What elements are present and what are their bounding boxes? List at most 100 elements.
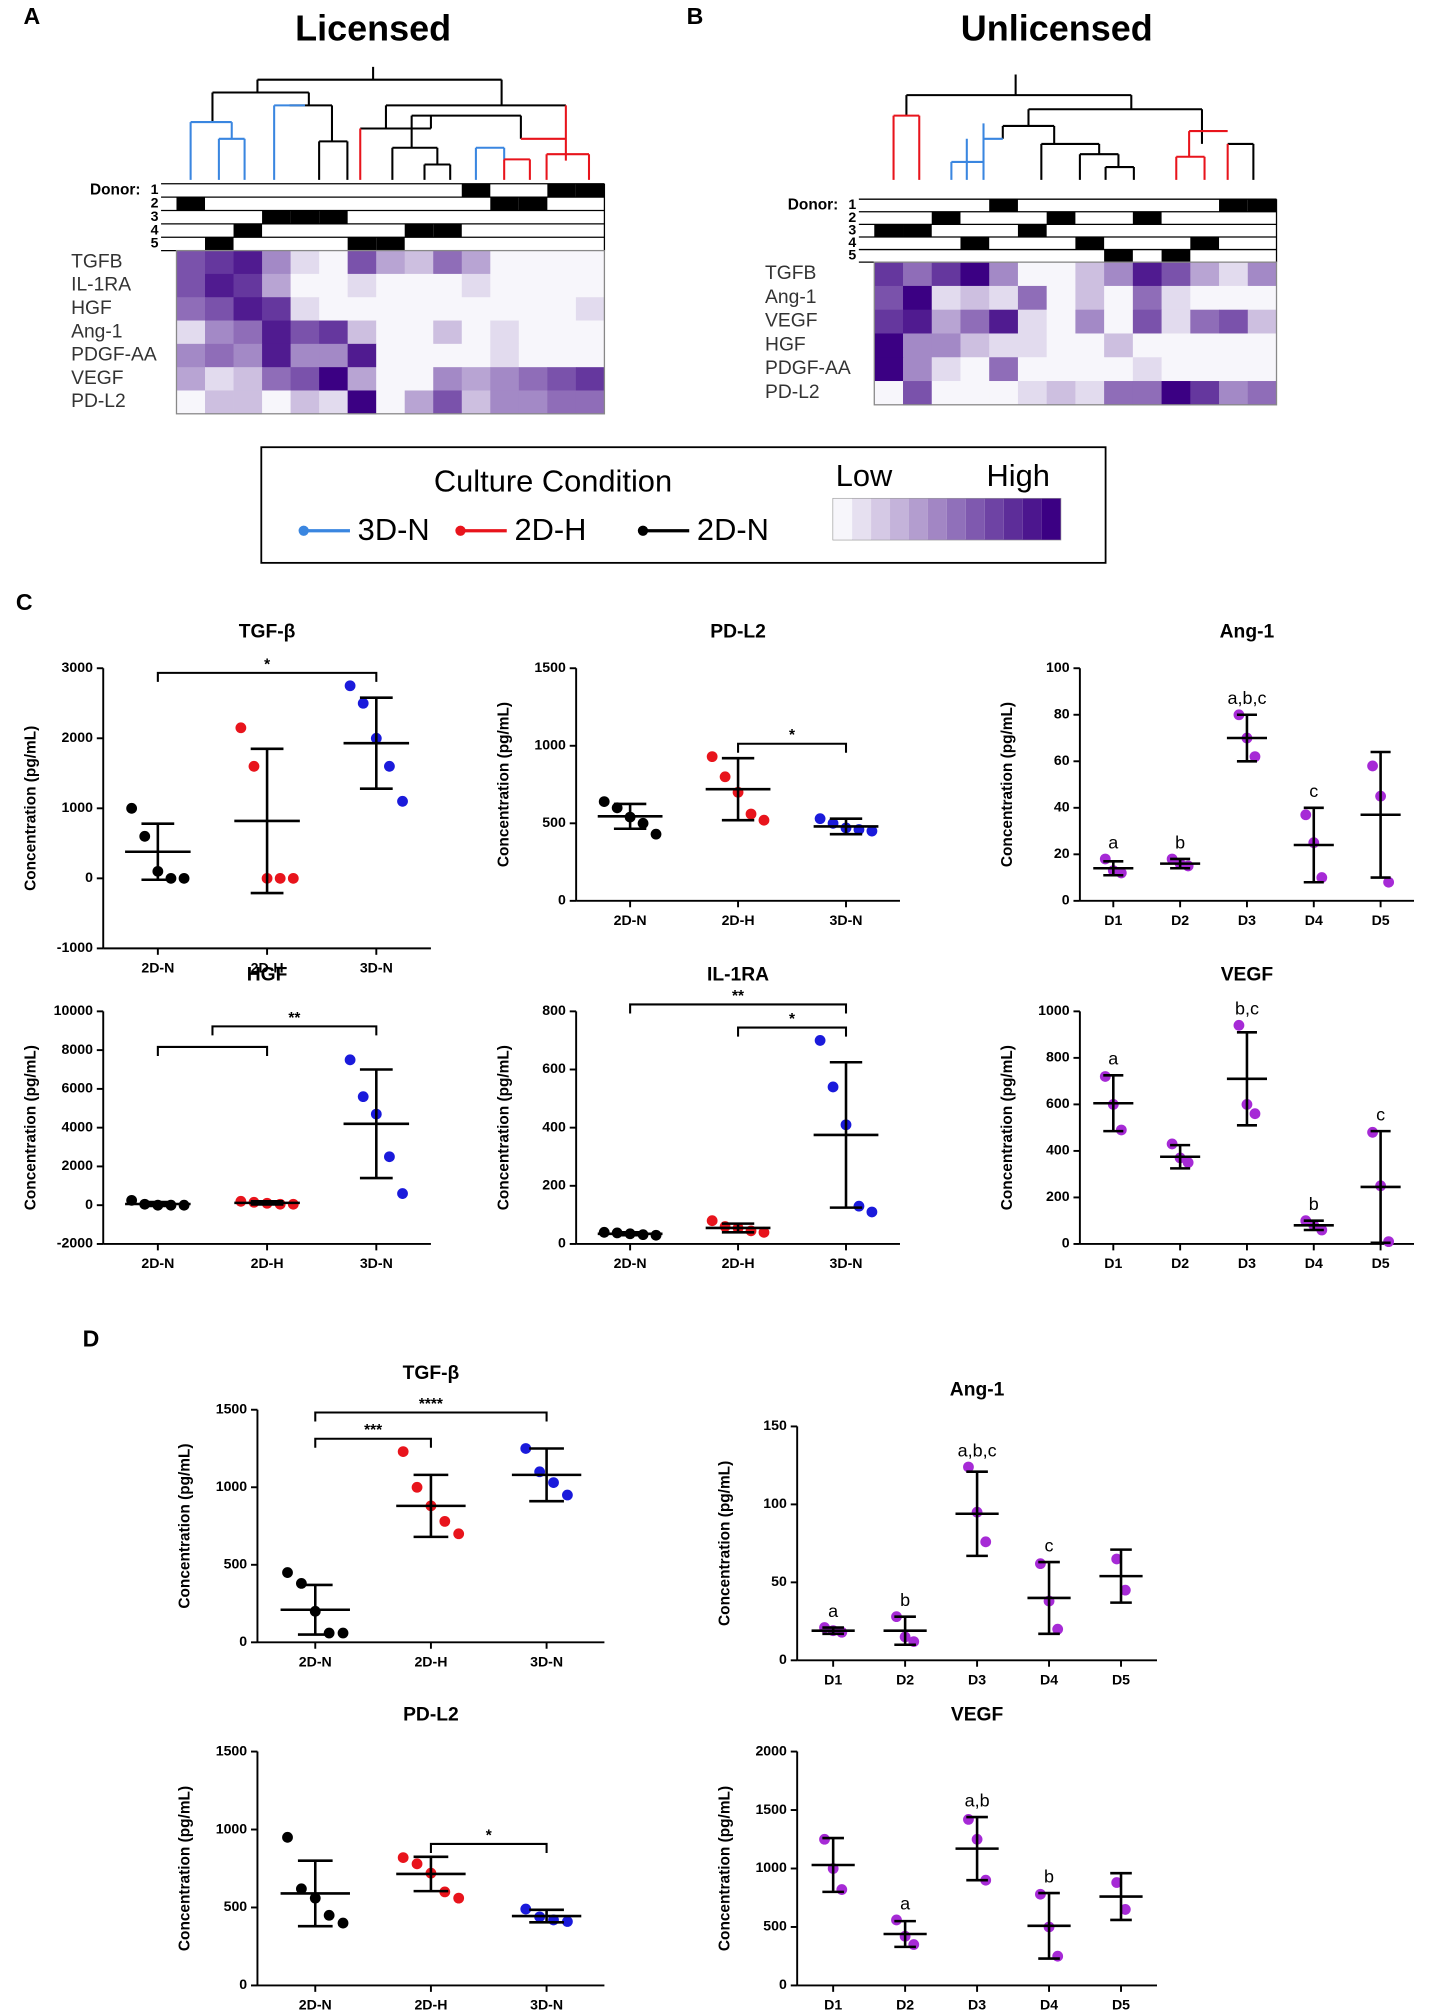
heat-cell bbox=[233, 297, 263, 321]
y-tick-label: 8000 bbox=[62, 1041, 94, 1057]
heat-cell bbox=[376, 367, 406, 391]
legend-dot bbox=[637, 525, 649, 536]
color-scale-swatch bbox=[871, 498, 891, 540]
data-point bbox=[1052, 1950, 1064, 1962]
data-point bbox=[1182, 860, 1194, 872]
y-tick-label: 2000 bbox=[755, 1742, 787, 1758]
x-tick-label: D1 bbox=[824, 1672, 842, 1688]
significance-bracket bbox=[211, 1025, 378, 1036]
heat-cell bbox=[347, 367, 377, 391]
y-tick-label: 0 bbox=[779, 1976, 787, 1992]
row-label: VEGF bbox=[71, 368, 123, 389]
data-point bbox=[963, 1813, 974, 1825]
y-tick-label: 1000 bbox=[1038, 1002, 1070, 1018]
heat-cell bbox=[518, 320, 548, 345]
donor-cell bbox=[376, 237, 405, 251]
heat-cell bbox=[205, 273, 234, 298]
significance-bracket bbox=[629, 1003, 848, 1014]
row-label: TGFB bbox=[765, 263, 816, 284]
donor-number: 3 bbox=[151, 208, 159, 224]
heat-cell bbox=[1046, 333, 1076, 358]
significance-letter: c bbox=[1376, 1104, 1385, 1124]
legend-high: High bbox=[987, 458, 1050, 493]
data-point bbox=[520, 1903, 532, 1915]
heat-cell bbox=[989, 285, 1019, 311]
data-point bbox=[1111, 1553, 1123, 1565]
x-tick-label: 3D-N bbox=[830, 912, 863, 928]
x-tick-label: D3 bbox=[1238, 1255, 1256, 1271]
x-tick-label: 2D-N bbox=[614, 1255, 647, 1271]
data-point bbox=[397, 1852, 409, 1863]
x-tick-label: D1 bbox=[1104, 912, 1122, 928]
donor-cell bbox=[1104, 249, 1133, 263]
donor-cell bbox=[404, 223, 434, 238]
heat-cell bbox=[233, 390, 263, 415]
heat-cell bbox=[490, 343, 520, 368]
heat-cell bbox=[433, 390, 463, 415]
heat-cell bbox=[1104, 333, 1134, 358]
y-tick-label: 0 bbox=[1062, 892, 1070, 908]
significance-letter: b bbox=[1309, 1194, 1319, 1214]
y-tick-label: 1500 bbox=[216, 1400, 248, 1416]
donor-cell bbox=[461, 183, 491, 198]
heat-cell bbox=[290, 367, 320, 391]
heat-cell bbox=[1161, 262, 1191, 287]
heat-cell bbox=[490, 390, 520, 415]
plot-title: PD-L2 bbox=[403, 1705, 459, 1726]
data-point bbox=[323, 1627, 335, 1639]
data-point bbox=[439, 1515, 451, 1527]
heat-cell bbox=[960, 309, 990, 334]
row-label: HGF bbox=[71, 298, 112, 319]
x-tick-label: D3 bbox=[968, 1672, 986, 1688]
donor-number: 4 bbox=[848, 234, 856, 250]
y-axis-label: Concentration (pg/mL) bbox=[495, 702, 512, 867]
heat-cell bbox=[490, 297, 520, 321]
x-tick-label: D4 bbox=[1040, 1997, 1058, 2013]
data-point bbox=[963, 1461, 974, 1473]
color-scale-swatch bbox=[833, 498, 853, 540]
heat-cell bbox=[874, 309, 904, 334]
x-tick-label: D5 bbox=[1112, 1997, 1130, 2013]
heat-cell bbox=[376, 320, 406, 345]
data-point bbox=[745, 808, 757, 820]
y-tick-label: 50 bbox=[771, 1573, 787, 1589]
heat-cell bbox=[290, 297, 320, 321]
significance-bracket bbox=[737, 1026, 848, 1037]
donor-cell bbox=[1247, 199, 1277, 212]
data-point bbox=[1111, 1877, 1123, 1888]
y-tick-label: 1000 bbox=[216, 1820, 248, 1836]
heat-cell bbox=[1104, 262, 1134, 287]
donor-cell bbox=[490, 197, 519, 211]
data-point bbox=[1119, 1584, 1131, 1596]
data-point bbox=[1383, 876, 1395, 888]
legend-label: 2D-N bbox=[697, 512, 769, 547]
heat-cell bbox=[404, 273, 434, 298]
heat-cell bbox=[262, 343, 291, 368]
heat-cell bbox=[233, 320, 263, 345]
data-point bbox=[411, 1858, 423, 1870]
x-tick-label: D5 bbox=[1372, 912, 1390, 928]
significance-letter: a bbox=[1108, 1049, 1118, 1069]
heat-cell bbox=[1104, 357, 1134, 382]
y-tick-label: 3000 bbox=[62, 659, 94, 675]
y-tick-label: 2000 bbox=[62, 729, 94, 745]
x-tick-label: 2D-N bbox=[299, 1997, 332, 2013]
data-point bbox=[323, 1909, 335, 1921]
heat-cell bbox=[433, 367, 463, 391]
data-point bbox=[853, 1200, 865, 1212]
row-label: IL-1RA bbox=[71, 275, 131, 296]
data-point bbox=[295, 1883, 307, 1895]
heat-cell bbox=[1132, 357, 1162, 382]
heat-cell bbox=[490, 250, 520, 275]
color-scale-swatch bbox=[927, 498, 947, 540]
color-scale-swatch bbox=[984, 498, 1004, 540]
x-tick-label: 3D-N bbox=[530, 1997, 563, 2013]
data-point bbox=[1099, 853, 1111, 865]
heat-cell bbox=[1219, 333, 1249, 358]
data-point bbox=[562, 1489, 573, 1501]
y-tick-label: 0 bbox=[85, 869, 93, 885]
significance-letter: b bbox=[1175, 832, 1185, 852]
heat-cell bbox=[547, 273, 577, 298]
y-tick-label: 800 bbox=[542, 1002, 566, 1018]
heat-cell bbox=[290, 320, 320, 345]
